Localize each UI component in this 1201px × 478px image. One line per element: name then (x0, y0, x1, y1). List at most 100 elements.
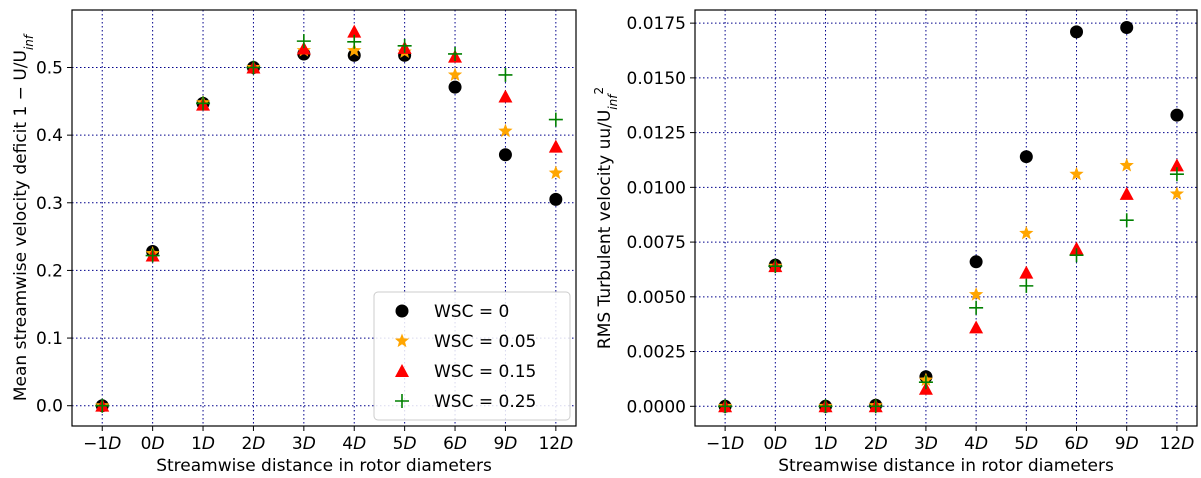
data-point-series-3 (718, 399, 733, 414)
data-point-series-1 (498, 123, 513, 138)
legend-marker (395, 364, 409, 377)
x-axis-label: Streamwise distance in rotor diameters (156, 456, 492, 476)
y-axis-label: RMS Turbulent velocity uu/Uinf2 (592, 87, 620, 349)
legend-entry-label: WSC = 0.15 (434, 362, 536, 382)
y-axis-label: Mean streamwise velocity deficit 1 − U/U… (11, 33, 36, 401)
x-tick-label: 9D (493, 434, 517, 454)
y-axis-label-main: RMS Turbulent velocity uu/U (595, 110, 615, 349)
y-tick-label: 0.1 (36, 329, 63, 349)
data-point-series-0 (1070, 25, 1084, 39)
data-point-series-3 (95, 398, 110, 413)
x-tick-label: 4D (342, 434, 366, 454)
data-point-series-3 (145, 248, 160, 263)
data-point-series-2 (1019, 265, 1034, 279)
data-point-series-2 (347, 24, 362, 38)
data-point-series-2 (1169, 158, 1184, 172)
legend-marker (395, 394, 409, 408)
data-point-series-2 (498, 89, 513, 103)
x-tick-label: −1D (706, 434, 744, 454)
y-tick-label: 0.2 (36, 261, 63, 281)
data-point-series-3 (969, 300, 984, 315)
x-tick-label: −1D (83, 434, 121, 454)
data-point-series-1 (968, 287, 984, 301)
y-tick-label: 0.0 (36, 397, 63, 417)
data-point-series-0 (498, 148, 512, 162)
x-tick-label: 5D (393, 434, 417, 454)
x-tick-label: 12D (1160, 434, 1195, 454)
data-point-series-0 (1019, 150, 1033, 164)
legend-entry-label: WSC = 0.05 (434, 332, 536, 352)
y-axis-label-sub: inf (606, 93, 620, 110)
data-point-series-3 (296, 34, 311, 49)
data-point-series-0 (347, 48, 361, 62)
data-point-series-1 (1019, 225, 1034, 240)
plot-frame (71, 9, 577, 427)
x-tick-label: 0D (141, 434, 165, 454)
data-point-series-3 (347, 34, 362, 49)
y-axis-label-main: Mean streamwise velocity deficit 1 − U/U (11, 50, 31, 401)
data-point-series-2 (1119, 186, 1134, 200)
y-tick-label: 0.0100 (627, 178, 686, 198)
x-tick-label: 3D (292, 434, 316, 454)
data-point-series-1 (347, 43, 362, 57)
y-tick-label: 0.0125 (627, 124, 686, 144)
rms-turbulence-chart: −1D 0D 1D 2D 3D 4D 5D 6D 9D 12D 0.0000 0.0025 0.0050… (592, 9, 1198, 476)
velocity-deficit-chart: −1D 0D 1D 2D 3D 4D 5D 6D 9D 12D 0.0 0.1 0.2 0.3 0.4 0.5… (11, 9, 577, 476)
y-tick-label: 0.0050 (627, 288, 686, 308)
data-point-series-0 (1170, 108, 1184, 122)
y-tick-label: 0.5 (36, 58, 63, 78)
legend-marker (394, 333, 410, 348)
y-tick-label: 0.0025 (627, 343, 686, 363)
x-tick-label: 3D (914, 434, 938, 454)
data-point-series-3 (548, 112, 563, 127)
x-tick-label: 4D (964, 434, 988, 454)
y-tick-label: 0.0175 (627, 14, 686, 34)
y-tick-label: 0.0075 (627, 233, 686, 253)
legend-marker (395, 304, 409, 318)
y-tick-label: 0.3 (36, 194, 63, 214)
data-point-series-3 (498, 67, 513, 82)
data-point-series-3 (1169, 167, 1184, 182)
y-axis-label-sub: inf (22, 33, 36, 50)
data-point-series-0 (549, 192, 563, 206)
x-tick-label: 1D (191, 434, 215, 454)
data-point-series-1 (1069, 166, 1084, 181)
data-point-series-1 (447, 67, 463, 81)
x-axis-label: Streamwise distance in rotor diameters (778, 456, 1114, 476)
legend-entry-label: WSC = 0.25 (434, 392, 536, 412)
data-point-series-3 (1119, 213, 1134, 228)
data-point-series-0 (448, 80, 462, 94)
data-point-series-0 (969, 255, 983, 269)
y-tick-label: 0.0150 (627, 69, 686, 89)
data-point-series-2 (1069, 241, 1084, 255)
data-point-series-2 (548, 139, 563, 153)
x-tick-label: 6D (443, 434, 467, 454)
data-point-series-3 (1019, 278, 1034, 293)
data-point-series-3 (818, 399, 833, 414)
legend-box (373, 291, 571, 421)
data-point-series-1 (548, 165, 563, 180)
y-axis-label-sup: 2 (592, 87, 606, 95)
data-point-series-3 (918, 375, 933, 390)
data-point-series-2 (969, 320, 984, 334)
data-point-series-1 (1119, 157, 1134, 172)
data-point-series-3 (768, 259, 783, 274)
data-point-series-3 (397, 38, 412, 53)
plot-frame (694, 9, 1198, 427)
y-tick-label: 0.0000 (627, 397, 686, 417)
legend-entry-label: WSC = 0 (434, 302, 509, 322)
data-point-series-1 (1169, 186, 1185, 200)
y-tick-label: 0.4 (36, 126, 63, 146)
x-tick-label: 2D (241, 434, 265, 454)
data-point-series-3 (448, 46, 463, 61)
data-point-series-3 (246, 60, 261, 75)
x-tick-label: 12D (538, 434, 573, 454)
x-tick-label: 0D (763, 434, 787, 454)
data-point-series-3 (868, 399, 883, 414)
data-point-series-0 (1120, 21, 1134, 35)
x-tick-label: 1D (814, 434, 838, 454)
data-point-series-3 (1069, 248, 1084, 263)
x-tick-label: 9D (1115, 434, 1139, 454)
x-tick-label: 6D (1065, 434, 1089, 454)
